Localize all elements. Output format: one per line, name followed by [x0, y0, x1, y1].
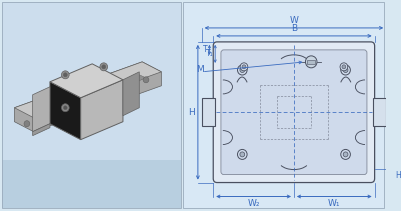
Circle shape: [24, 121, 30, 127]
Circle shape: [339, 63, 347, 71]
Text: W: W: [289, 16, 298, 25]
Circle shape: [61, 104, 69, 112]
Circle shape: [63, 106, 67, 110]
Text: B: B: [290, 24, 296, 33]
FancyBboxPatch shape: [2, 160, 180, 208]
Text: T₁: T₁: [205, 49, 213, 58]
Text: M: M: [195, 65, 203, 74]
Circle shape: [101, 65, 105, 69]
Circle shape: [143, 77, 148, 83]
Circle shape: [340, 65, 350, 75]
Text: T: T: [203, 45, 207, 54]
Text: W₁: W₁: [327, 199, 340, 208]
Polygon shape: [14, 62, 161, 118]
Polygon shape: [50, 64, 123, 98]
Polygon shape: [50, 82, 81, 140]
Circle shape: [100, 63, 107, 71]
FancyBboxPatch shape: [307, 60, 314, 64]
Polygon shape: [14, 62, 161, 132]
FancyBboxPatch shape: [221, 50, 366, 174]
Circle shape: [239, 63, 247, 71]
Polygon shape: [81, 80, 123, 140]
Polygon shape: [32, 87, 50, 132]
Circle shape: [237, 149, 247, 159]
FancyBboxPatch shape: [372, 98, 385, 126]
Circle shape: [61, 71, 69, 79]
Circle shape: [342, 152, 347, 157]
Circle shape: [63, 73, 67, 77]
Text: H: H: [188, 108, 194, 117]
Circle shape: [239, 152, 244, 157]
Circle shape: [239, 68, 244, 73]
FancyBboxPatch shape: [182, 2, 383, 208]
Circle shape: [342, 68, 347, 73]
Circle shape: [241, 65, 245, 69]
Circle shape: [341, 65, 345, 69]
Text: W₂: W₂: [247, 199, 259, 208]
Circle shape: [340, 149, 350, 159]
Polygon shape: [32, 124, 50, 136]
FancyBboxPatch shape: [213, 42, 374, 183]
Circle shape: [305, 56, 316, 68]
FancyBboxPatch shape: [201, 98, 215, 126]
Polygon shape: [123, 72, 139, 116]
Circle shape: [237, 65, 247, 75]
FancyBboxPatch shape: [2, 2, 180, 160]
Polygon shape: [38, 75, 146, 121]
Text: H₂: H₂: [394, 171, 401, 180]
